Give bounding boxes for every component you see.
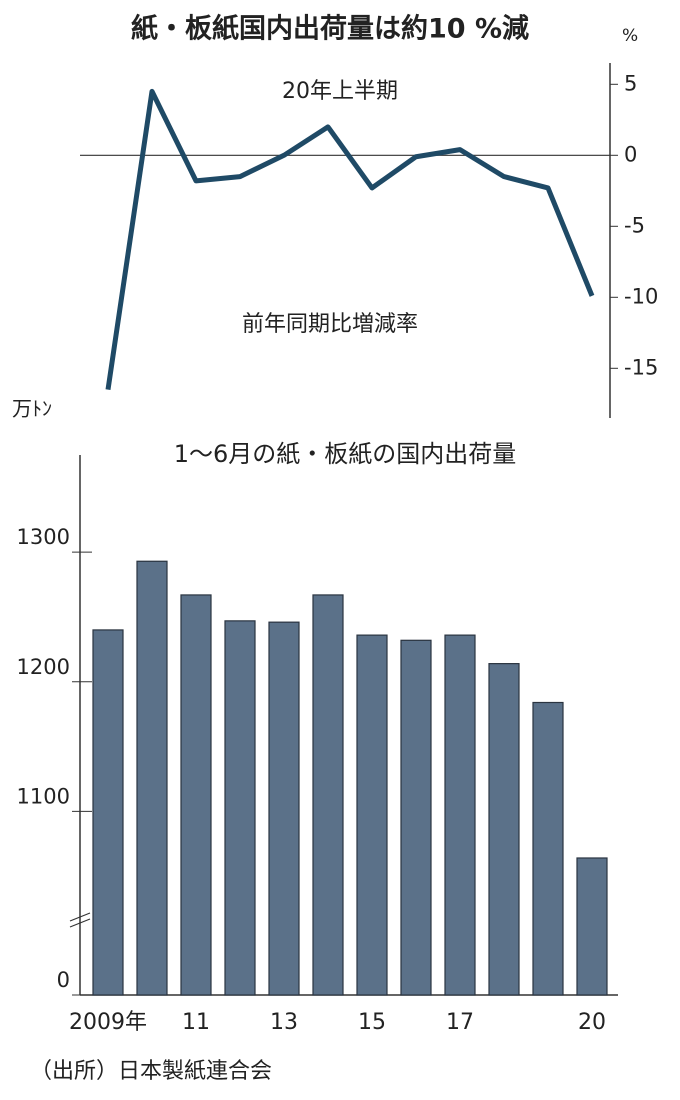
bar xyxy=(488,663,520,996)
bar xyxy=(136,560,168,996)
line xyxy=(105,88,595,390)
bar xyxy=(576,857,608,996)
axis-break xyxy=(69,912,91,928)
bar xyxy=(400,639,432,996)
y-tick-label: 1100 xyxy=(17,784,70,808)
bar xyxy=(532,701,564,996)
bar xyxy=(444,634,476,996)
y-tick-label: 0 xyxy=(624,142,637,166)
bar xyxy=(356,634,388,996)
x-tick-label: 2009年 xyxy=(69,1010,147,1035)
unit-label: % xyxy=(622,26,638,46)
y-tick-label: 1200 xyxy=(17,655,70,679)
source: （出所）日本製紙連合会 xyxy=(30,1059,272,1084)
bar xyxy=(224,620,256,996)
x-tick-label: 13 xyxy=(270,1010,298,1035)
y-tick-label: 1300 xyxy=(17,525,70,549)
y-tick-label: -5 xyxy=(624,213,645,237)
x-tick-label: 17 xyxy=(446,1010,474,1035)
y-tick-label: -15 xyxy=(624,355,658,379)
annotation: 前年同期比増減率 xyxy=(242,312,418,337)
x-tick-label: 11 xyxy=(182,1010,210,1035)
y-tick-label: -10 xyxy=(624,284,658,308)
chart-subtitle: 1～6月の紙・板紙の国内出荷量 xyxy=(174,440,517,468)
annotation: 20年上半期 xyxy=(282,79,398,104)
bar xyxy=(268,621,300,996)
x-tick-label: 20 xyxy=(578,1010,606,1035)
bar xyxy=(180,594,212,996)
chart-title: 紙・板紙国内出荷量は約10 %減 xyxy=(131,13,529,45)
x-tick-label: 15 xyxy=(358,1010,386,1035)
bar xyxy=(92,629,124,996)
y-tick-label: 5 xyxy=(624,71,637,95)
bar xyxy=(312,594,344,996)
unit-label: 万ﾄﾝ xyxy=(12,397,52,421)
y-tick-label: 0 xyxy=(57,968,70,992)
